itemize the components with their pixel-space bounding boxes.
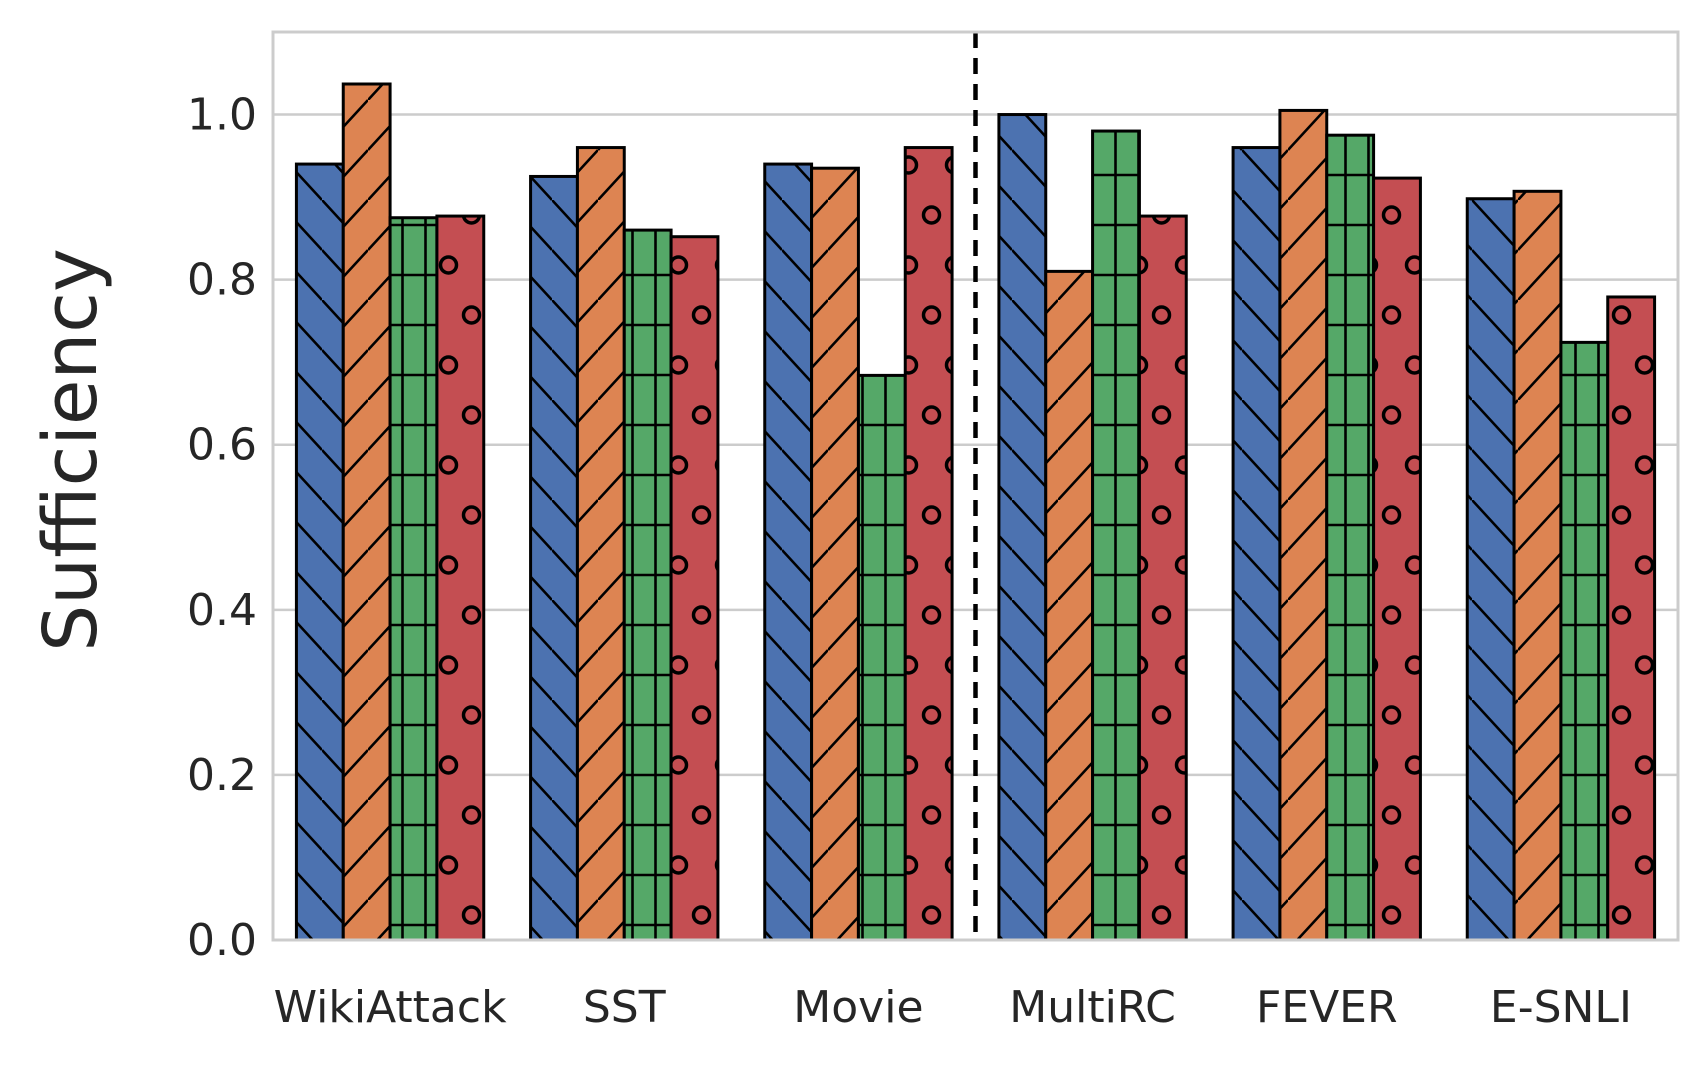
bar-hatch <box>811 168 859 940</box>
bar-hatch <box>858 375 906 940</box>
bar-hatch <box>343 84 391 940</box>
bar-hatch <box>998 114 1046 940</box>
bar-hatch <box>1326 135 1374 940</box>
bar-movie-1 <box>763 162 814 942</box>
x-category-label: E-SNLI <box>1490 982 1632 1033</box>
bar-wikiattack-2 <box>341 82 392 942</box>
bar-hatch <box>1092 131 1140 940</box>
bar-wikiattack-4 <box>435 214 486 942</box>
bar-hatch <box>671 236 718 941</box>
bar-hatch <box>905 147 953 941</box>
bar-sst-1 <box>529 174 579 942</box>
bar-hatch <box>577 147 625 941</box>
y-tick-label: 0.2 <box>187 750 257 801</box>
bar-multirc-2 <box>1044 269 1095 942</box>
bar-sst-4 <box>669 235 720 942</box>
bar-sst-2 <box>575 146 626 942</box>
bar-multirc-4 <box>1137 214 1188 942</box>
y-tick-label: 0.6 <box>187 420 257 471</box>
x-category-label: MultiRC <box>1009 982 1176 1033</box>
bar-hatch <box>530 176 578 941</box>
bar-hatch <box>624 230 672 941</box>
bar-e-snli-1 <box>1465 197 1516 942</box>
bar-wikiattack-1 <box>294 162 345 942</box>
bar-hatch <box>1233 147 1280 941</box>
bar-fever-1 <box>1231 146 1282 942</box>
bar-hatch <box>1139 216 1187 941</box>
x-category-label: FEVER <box>1256 982 1398 1033</box>
bar-hatch <box>1607 296 1655 940</box>
x-category-label: SST <box>583 982 666 1033</box>
axes-border <box>271 30 1680 942</box>
bar-movie-2 <box>810 166 860 942</box>
bar-e-snli-4 <box>1606 295 1657 942</box>
y-tick-label: 0.8 <box>187 255 257 306</box>
bar-hatch <box>296 164 344 940</box>
bar-fever-2 <box>1278 108 1329 942</box>
bar-hatch <box>1467 198 1515 940</box>
bar-multirc-1 <box>997 113 1048 942</box>
bar-hatch <box>1514 191 1561 940</box>
bars <box>294 82 1657 942</box>
bar-movie-4 <box>903 146 954 942</box>
bar-hatch <box>1279 110 1327 940</box>
bar-sst-3 <box>622 228 673 942</box>
plot-frame <box>271 30 1680 942</box>
y-tick-label: 0.0 <box>187 915 257 966</box>
bar-fever-3 <box>1325 133 1376 942</box>
x-category-label: Movie <box>793 982 923 1033</box>
bar-movie-3 <box>856 373 907 942</box>
x-category-label: WikiAttack <box>274 982 507 1033</box>
category-labels: WikiAttack SST Movie MultiRC FEVER E-SNLI <box>274 982 1632 1033</box>
bar-multirc-3 <box>1091 129 1141 942</box>
bar-hatch <box>390 217 437 940</box>
y-tick-labels: 0.0 0.2 0.4 0.6 0.8 1.0 <box>187 90 257 966</box>
bar-hatch <box>1560 342 1608 940</box>
bar-hatch <box>436 216 484 941</box>
bar-hatch <box>1373 178 1421 940</box>
bar-e-snli-3 <box>1559 340 1610 942</box>
y-tick-label: 0.4 <box>187 585 257 636</box>
bar-hatch <box>764 164 812 940</box>
bar-hatch <box>1045 271 1093 940</box>
y-axis-title: Sufficiency <box>28 248 114 652</box>
bar-wikiattack-3 <box>388 216 439 942</box>
y-tick-label: 1.0 <box>187 90 257 141</box>
bar-fever-4 <box>1372 176 1422 942</box>
bar-e-snli-2 <box>1512 189 1563 942</box>
